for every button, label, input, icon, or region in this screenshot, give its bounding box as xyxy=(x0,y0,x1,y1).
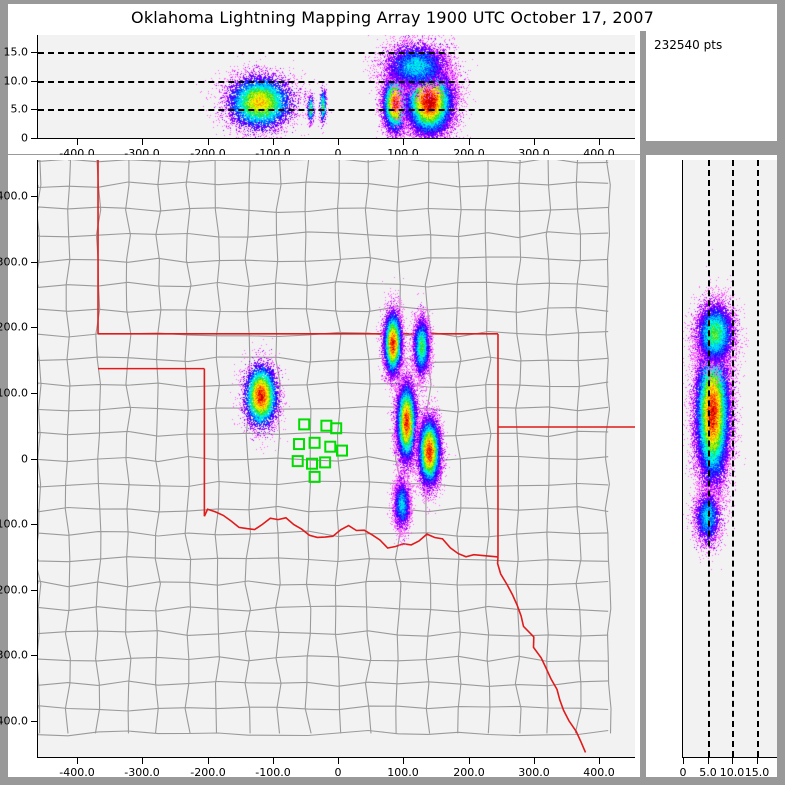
point-count-panel: 232540 pts xyxy=(646,31,777,141)
axis-tick xyxy=(273,139,274,145)
axis-tick xyxy=(599,139,600,145)
axis-tick xyxy=(534,139,535,145)
lma-station-marker xyxy=(298,418,311,431)
map-plot-area xyxy=(38,160,635,757)
gridline-horizontal xyxy=(38,81,635,83)
axis-tick xyxy=(31,262,38,263)
axis-tick xyxy=(31,138,38,139)
x-tick-label: 100.0 xyxy=(387,766,419,779)
axis-tick xyxy=(757,758,758,764)
x-tick-label: 10.0 xyxy=(719,766,745,779)
y-tick-label: 0 xyxy=(21,131,28,145)
axis-tick xyxy=(31,524,38,525)
gridline-vertical xyxy=(732,160,734,757)
x-tick-label: 0 xyxy=(679,766,687,779)
axis-tick xyxy=(77,758,78,764)
axis-tick xyxy=(338,139,339,145)
y-tick-label: 100.0 xyxy=(0,386,28,400)
y-tick-label: -400.0 xyxy=(0,714,28,728)
lma-station-marker xyxy=(291,455,304,468)
right-panel-plot-area xyxy=(683,160,777,757)
axis-tick xyxy=(208,758,209,764)
axis-tick xyxy=(31,459,38,460)
axis-tick xyxy=(469,139,470,145)
axis-tick xyxy=(208,139,209,145)
axis-tick xyxy=(31,721,38,722)
x-tick-label: 15.0 xyxy=(744,766,770,779)
map-points xyxy=(38,160,635,757)
axis-tick xyxy=(31,327,38,328)
right-panel-points xyxy=(683,160,777,757)
x-tick-label: -200.0 xyxy=(190,766,226,779)
lma-station-marker xyxy=(330,422,343,435)
axis-tick xyxy=(534,758,535,764)
lma-station-marker xyxy=(308,470,321,483)
lma-station-marker xyxy=(336,444,348,457)
x-tick-label: 400.0 xyxy=(583,766,615,779)
lma-station-marker xyxy=(293,438,305,451)
lma-station-marker xyxy=(320,419,333,432)
axis-tick xyxy=(338,758,339,764)
axis-tick xyxy=(403,758,404,764)
y-tick-label: 400.0 xyxy=(0,189,28,203)
axis-tick xyxy=(469,758,470,764)
page-title: Oklahoma Lightning Mapping Array 1900 UT… xyxy=(8,4,777,31)
axis-tick xyxy=(142,758,143,764)
y-tick-label: 300.0 xyxy=(0,255,28,269)
point-count-label: 232540 pts xyxy=(654,38,723,52)
axis-tick xyxy=(31,393,38,394)
x-tick-label: 0 xyxy=(334,147,342,160)
axis-tick xyxy=(31,52,38,53)
y-tick-label: 15.0 xyxy=(3,45,29,59)
axis-tick xyxy=(142,139,143,145)
lma-station-marker xyxy=(308,436,321,449)
x-tick-label: 200.0 xyxy=(453,766,485,779)
x-tick-label: 5.0 xyxy=(699,766,717,779)
axis-tick xyxy=(31,590,38,591)
y-tick-label: -100.0 xyxy=(0,517,28,531)
gridline-horizontal xyxy=(38,109,635,111)
lma-station-marker xyxy=(324,440,337,453)
top-panel-points xyxy=(38,35,635,138)
lma-station-marker xyxy=(319,456,332,469)
x-tick-label: -300.0 xyxy=(124,766,160,779)
axis-line xyxy=(682,757,777,758)
y-tick-label: 10.0 xyxy=(3,74,29,88)
x-tick-label: -100.0 xyxy=(255,766,291,779)
x-tick-label: -400.0 xyxy=(59,766,95,779)
axis-tick xyxy=(31,655,38,656)
y-tick-label: -200.0 xyxy=(0,583,28,597)
axis-line xyxy=(37,35,38,139)
axis-tick xyxy=(273,758,274,764)
axis-tick xyxy=(683,758,684,764)
lma-station-markers xyxy=(291,418,348,483)
y-tick-label: 200.0 xyxy=(0,320,28,334)
axis-tick xyxy=(708,758,709,764)
y-tick-label: 5.0 xyxy=(10,102,29,116)
axis-tick xyxy=(31,196,38,197)
axis-tick xyxy=(732,758,733,764)
page-title-text: Oklahoma Lightning Mapping Array 1900 UT… xyxy=(131,8,654,27)
gridline-vertical xyxy=(757,160,759,757)
gridline-vertical xyxy=(708,160,710,757)
axis-tick xyxy=(403,139,404,145)
axis-tick xyxy=(31,109,38,110)
axis-tick xyxy=(599,758,600,764)
x-tick-label: 0 xyxy=(334,766,342,779)
axis-tick xyxy=(31,81,38,82)
gridline-horizontal xyxy=(38,52,635,54)
axis-line xyxy=(682,160,683,758)
y-tick-label: -300.0 xyxy=(0,648,28,662)
axis-line xyxy=(37,757,635,758)
top-panel-plot-area xyxy=(38,35,635,138)
axis-line xyxy=(37,138,635,139)
lma-station-marker xyxy=(306,457,318,470)
x-tick-label: 300.0 xyxy=(518,766,550,779)
y-tick-label: 0 xyxy=(21,452,28,466)
axis-tick xyxy=(77,139,78,145)
